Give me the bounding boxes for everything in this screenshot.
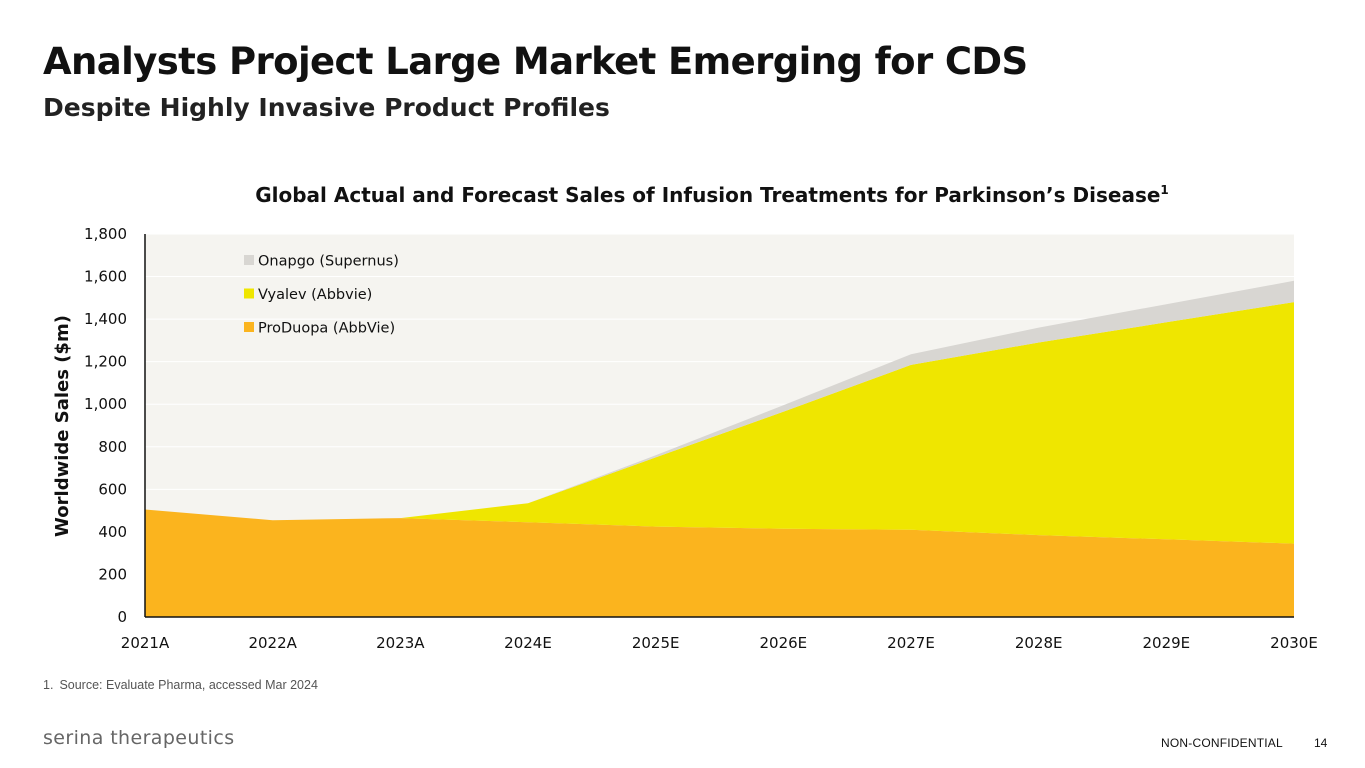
y-tick-label: 1,200 — [84, 353, 127, 371]
x-tick-label: 2026E — [760, 634, 808, 652]
y-axis-ticks: 0 200 400 600 800 1,000 1,200 1,400 1,600 1,800 — [84, 225, 127, 626]
y-tick-label: 600 — [98, 480, 127, 498]
x-tick-label: 2024E — [504, 634, 552, 652]
series-area-onapgo-supernus — [145, 280, 1294, 521]
footnote-number: 1. — [43, 678, 54, 692]
x-tick-label: 2029E — [1143, 634, 1191, 652]
legend-swatch — [244, 288, 254, 299]
y-tick-label: 1,000 — [84, 395, 127, 413]
legend-item: Vyalev (Abbvie) — [244, 287, 372, 303]
y-tick-label: 0 — [117, 608, 127, 626]
series-area-produopa-abbvie — [145, 509, 1294, 617]
x-tick-label: 2022A — [248, 634, 297, 652]
company-logo: serina therapeutics — [43, 727, 235, 749]
y-tick-label: 1,800 — [84, 225, 127, 243]
series-area-vyalev-abbvie — [145, 302, 1294, 544]
y-axis-label: Worldwide Sales ($m) — [52, 315, 73, 537]
legend-item: ProDuopa (AbbVie) — [244, 321, 395, 337]
legend: Onapgo (Supernus) Vyalev (Abbvie) ProDuopa… — [244, 254, 399, 337]
x-axis-ticks: 2021A 2022A 2023A 2024E 2025E 2026E 2027E 2028E… — [121, 634, 1318, 652]
x-tick-label: 2025E — [632, 634, 680, 652]
y-tick-label: 800 — [98, 438, 127, 456]
y-tick-label: 400 — [98, 523, 127, 541]
legend-label: Vyalev (Abbvie) — [258, 287, 372, 303]
footnote: 1. Source: Evaluate Pharma, accessed Mar … — [43, 678, 318, 692]
y-tick-label: 200 — [98, 565, 127, 583]
footnote-text: Source: Evaluate Pharma, accessed Mar 20… — [59, 678, 318, 692]
legend-item: Onapgo (Supernus) — [244, 254, 399, 270]
slide-subtitle: Despite Highly Invasive Product Profiles — [43, 93, 610, 122]
area-chart: Global Actual and Forecast Sales of Infu… — [52, 183, 1318, 652]
legend-label: ProDuopa (AbbVie) — [258, 321, 395, 337]
legend-label: Onapgo (Supernus) — [258, 254, 399, 270]
x-tick-label: 2028E — [1015, 634, 1063, 652]
x-tick-label: 2027E — [887, 634, 935, 652]
x-tick-label: 2023A — [376, 634, 425, 652]
legend-swatch — [244, 322, 254, 332]
confidentiality-label: NON-CONFIDENTIAL — [1161, 736, 1283, 750]
y-tick-label: 1,400 — [84, 310, 127, 328]
stacked-areas — [145, 280, 1294, 617]
x-tick-label: 2021A — [121, 634, 170, 652]
slide-title: Analysts Project Large Market Emerging f… — [43, 40, 1028, 83]
page-number: 14 — [1314, 736, 1328, 750]
y-tick-label: 1,600 — [84, 268, 127, 286]
legend-swatch — [244, 255, 254, 265]
chart-title: Global Actual and Forecast Sales of Infu… — [255, 183, 1169, 207]
x-tick-label: 2030E — [1270, 634, 1318, 652]
